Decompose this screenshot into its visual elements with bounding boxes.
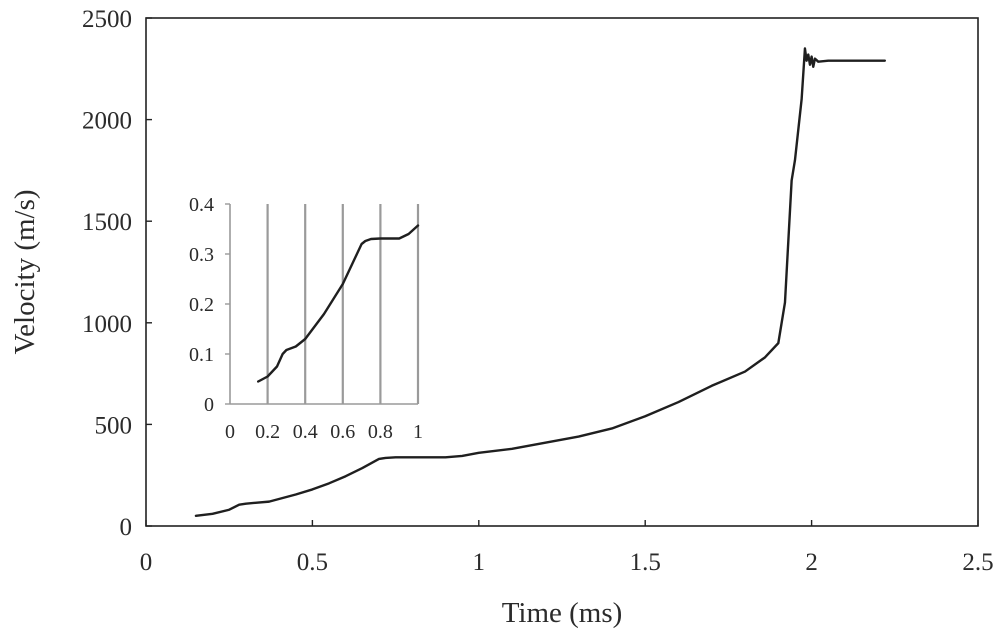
y-tick-label: 1500: [82, 209, 132, 236]
inset-x-tick-label: 1: [413, 421, 423, 443]
inset-y-tick-label: 0.1: [189, 344, 214, 366]
y-tick-label: 500: [95, 412, 133, 439]
x-axis-label: Time (ms): [502, 597, 623, 629]
inset-series-line: [257, 224, 420, 383]
inset-y-tick-label: 0.4: [189, 194, 214, 216]
inset-x-tick-label: 0.4: [293, 421, 318, 443]
y-tick-label: 0: [120, 514, 133, 541]
inset-y-tick-label: 0.3: [189, 244, 214, 266]
inset-x-tick-label: 0.2: [255, 421, 280, 443]
y-tick-label: 2000: [82, 108, 132, 135]
plot-frame: [145, 17, 979, 527]
main-plot: 0 0.5 1 1.5 2 2.5 0 500 1000 1500 2000 2500 Time (ms…: [9, 6, 994, 629]
x-tick-label: 1.5: [630, 549, 661, 576]
inset-x-tick-label: 0.6: [330, 421, 355, 443]
x-tick-label: 2.5: [962, 549, 993, 576]
velocity-series-line: [194, 47, 887, 518]
y-tick-label: 2500: [82, 6, 132, 33]
x-tick-label: 2: [805, 549, 818, 576]
x-tick-label: 0: [140, 549, 153, 576]
inset-y-tick-label: 0.2: [189, 294, 214, 316]
inset-y-tick-label: 0: [204, 394, 214, 416]
inset-plot: 0 0.2 0.4 0.6 0.8 1 0 0.1 0.2 0.3 0.4: [175, 194, 435, 446]
y-tick-label: 1000: [82, 311, 132, 338]
inset-x-tick-label: 0.8: [368, 421, 393, 443]
inset-x-tick-label: 0: [225, 421, 235, 443]
x-tick-label: 1: [473, 549, 486, 576]
x-tick-label: 0.5: [297, 549, 328, 576]
y-axis-label: Velocity (m/s): [9, 189, 41, 354]
